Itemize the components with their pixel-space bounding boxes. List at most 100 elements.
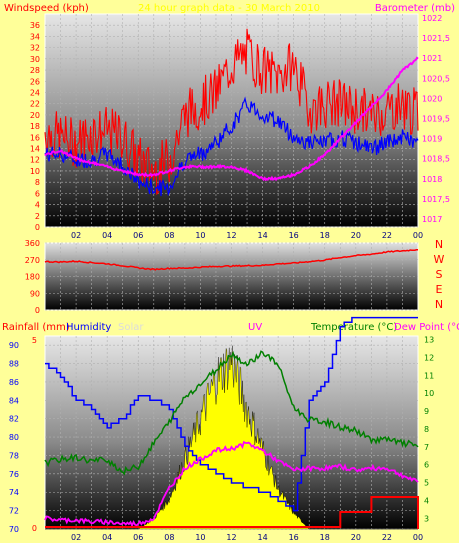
windspeed-tick: 24 (30, 88, 40, 97)
hour-tick-label: 00 (413, 533, 423, 542)
uv-axis-label: UV (248, 322, 262, 333)
climate-panel-hour-labels: 02 04 06 08 10 12 14 16 18 20 22 00 (71, 533, 423, 542)
hour-tick-label: 00 (413, 231, 423, 240)
compass-label: N (435, 298, 443, 311)
humidity-tick: 70 (9, 525, 19, 534)
barometer-tick: 1018,5 (422, 155, 450, 164)
barometer-tick: 1018 (422, 175, 442, 184)
hour-tick-label: 18 (320, 231, 330, 240)
barometer-tick: 1019 (422, 135, 442, 144)
windspeed-tick: 0 (35, 223, 40, 232)
hour-tick-label: 02 (71, 231, 81, 240)
hour-tick-label: 12 (226, 533, 236, 542)
humidity-tick: 88 (9, 360, 19, 369)
temperature-tick: 8 (424, 425, 429, 434)
wind-direction-line (44, 249, 418, 271)
barometer-tick: 1022 (422, 14, 442, 23)
windspeed-tick: 28 (30, 66, 40, 75)
solar-axis-label: Solar (118, 322, 144, 333)
direction-tick: 180 (25, 273, 40, 282)
direction-tick-labels: 0 90 180 270 360 (25, 239, 40, 315)
hour-tick-label: 14 (257, 231, 267, 240)
humidity-tick: 90 (9, 341, 19, 350)
temperature-tick-labels: 3 4 5 6 7 8 9 10 11 12 13 (424, 336, 434, 524)
humidity-tick: 72 (9, 507, 19, 516)
windspeed-tick: 26 (30, 77, 40, 86)
barometer-tick: 1020 (422, 94, 442, 103)
wind-panel-hour-labels: 02 04 06 08 10 12 14 16 18 20 22 00 (71, 231, 423, 240)
barometer-axis-label: Barometer (mb) (375, 3, 455, 14)
compass-label: S (436, 268, 443, 281)
humidity-tick: 74 (9, 488, 19, 497)
hour-tick-label: 10 (195, 231, 205, 240)
rainfall-axis-label: Rainfall (mm) (2, 322, 70, 333)
temperature-tick: 6 (424, 461, 429, 470)
windspeed-tick: 36 (30, 21, 40, 30)
temperature-tick: 11 (424, 371, 434, 380)
temperature-tick: 7 (424, 443, 429, 452)
hour-tick-label: 18 (320, 533, 330, 542)
wind-panel-grid (45, 14, 418, 228)
windspeed-tick: 14 (30, 145, 40, 154)
hour-tick-label: 12 (226, 231, 236, 240)
windspeed-tick: 20 (30, 111, 40, 120)
temperature-line (44, 350, 419, 476)
humidity-tick: 86 (9, 378, 19, 387)
windspeed-tick: 6 (35, 189, 40, 198)
temperature-tick: 4 (424, 496, 429, 505)
windspeed-tick: 32 (30, 44, 40, 53)
barometer-tick: 1019,5 (422, 114, 450, 123)
temperature-tick: 12 (424, 353, 434, 362)
barometer-tick: 1021 (422, 54, 442, 63)
hour-tick-label: 06 (133, 533, 143, 542)
barometer-tick: 1020,5 (422, 74, 450, 83)
direction-tick: 270 (25, 256, 40, 265)
windspeed-tick: 12 (30, 156, 40, 165)
dew-point-axis-label: Dew Point (°C (394, 322, 459, 333)
compass-label: N (435, 238, 443, 251)
direction-series (44, 249, 418, 271)
humidity-tick: 76 (9, 470, 19, 479)
climate-panel-series (44, 316, 419, 530)
hour-tick-label: 08 (164, 231, 174, 240)
rainfall-tick: 0 (32, 524, 37, 533)
rainfall-tick-labels: 05 (32, 336, 37, 533)
hour-tick-label: 10 (195, 533, 205, 542)
compass-label: E (436, 283, 443, 296)
windspeed-tick: 16 (30, 133, 40, 142)
windspeed-tick: 22 (30, 100, 40, 109)
direction-tick: 0 (35, 306, 40, 315)
hour-tick-label: 06 (133, 231, 143, 240)
rainfall-line (45, 496, 419, 529)
hour-tick-label: 04 (102, 231, 112, 240)
hour-tick-label: 02 (71, 533, 81, 542)
humidity-axis-label: Humidity (66, 322, 111, 333)
humidity-tick-labels: 70 72 74 76 78 80 82 84 86 88 90 (9, 341, 19, 534)
barometer-tick: 1017,5 (422, 195, 450, 204)
temperature-tick: 13 (424, 336, 434, 345)
wind-average-line (44, 96, 419, 197)
windspeed-tick: 10 (30, 167, 40, 176)
barometer-line (44, 56, 419, 182)
windspeed-tick: 18 (30, 122, 40, 131)
temperature-tick: 3 (424, 514, 429, 523)
barometer-tick-labels: 1017 1017,5 1018 1018,5 1019 1019,5 1020 1020,5… (422, 14, 450, 224)
compass-label: W (434, 253, 445, 266)
hour-tick-label: 22 (382, 533, 392, 542)
rainfall-tick: 5 (32, 336, 37, 345)
temperature-tick: 9 (424, 407, 429, 416)
temperature-axis-label: Temperature (°C) (310, 322, 397, 333)
hour-tick-label: 20 (351, 231, 361, 240)
windspeed-tick: 34 (30, 32, 40, 41)
windspeed-tick: 2 (35, 212, 40, 221)
chart-title: 24 hour graph data - 30 March 2010 (138, 3, 320, 14)
hour-tick-label: 08 (164, 533, 174, 542)
hour-tick-label: 04 (102, 533, 112, 542)
humidity-tick: 78 (9, 451, 19, 460)
hour-tick-label: 16 (289, 231, 299, 240)
humidity-line (45, 316, 418, 512)
windspeed-tick: 4 (35, 201, 40, 210)
